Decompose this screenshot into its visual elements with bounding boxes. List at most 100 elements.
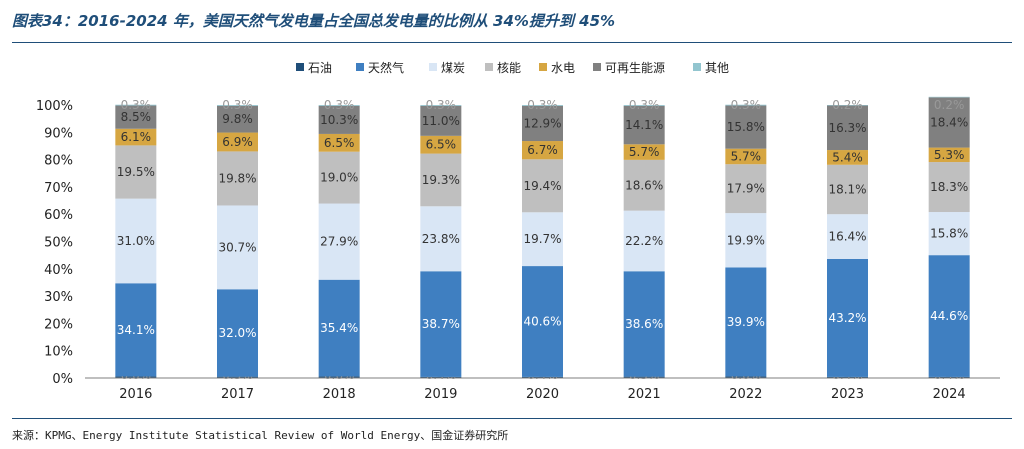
data-label-2017-series-6: 0.3%: [222, 98, 253, 112]
bar-2024-series-6: [928, 96, 970, 98]
data-label-2024-series-5: 18.4%: [930, 115, 968, 129]
data-label-2017-series-2: 30.7%: [218, 240, 256, 254]
data-label-2017-series-4: 6.9%: [222, 135, 253, 149]
stacked-bar-chart: 石油 天然气 煤炭 核能 水电 可再生能源 其他 0% 10% 20% 30% 40% 50% 60% 7…: [36, 60, 1000, 402]
bar-2022-series-1: [725, 267, 767, 377]
data-label-2022-series-5: 15.8%: [727, 120, 765, 134]
bar-2024-series-5: [928, 97, 970, 148]
bar-2022-series-2: [725, 213, 767, 268]
data-label-2017-series-5: 9.8%: [222, 112, 253, 126]
bar-2016-series-3: [115, 145, 157, 199]
plot-area: 0.6%34.1%31.0%19.5%6.1%8.5%0.3%0.5%32.0%…: [115, 96, 970, 382]
bar-2023-series-1: [827, 258, 868, 377]
data-label-2019-series-2: 23.8%: [422, 232, 460, 246]
bar-2021-series-4: [623, 144, 665, 160]
bar-2024-series-3: [928, 162, 970, 213]
data-label-2022-series-4: 5.7%: [731, 149, 762, 163]
x-tick-label-2018: 2018: [323, 387, 356, 402]
data-label-2016-series-1: 34.1%: [117, 323, 155, 337]
bar-2020-series-0: [522, 376, 563, 378]
data-label-2023-series-5: 16.3%: [828, 121, 866, 135]
bar-2019-series-6: [420, 105, 462, 106]
x-tick-label-2017: 2017: [221, 387, 254, 402]
data-label-2021-series-6: 0.3%: [629, 98, 660, 112]
data-label-2020-series-5: 12.9%: [523, 116, 561, 130]
data-label-2016-series-3: 19.5%: [117, 165, 155, 179]
bar-2023-series-6: [827, 105, 868, 106]
data-label-2016-series-5: 8.5%: [121, 110, 152, 124]
data-label-2020-series-3: 19.4%: [523, 179, 561, 193]
bar-2024-series-2: [928, 212, 970, 256]
bar-2018-series-1: [318, 279, 360, 377]
data-label-2018-series-6: 0.3%: [324, 98, 355, 112]
bar-2023-series-0: [827, 376, 868, 378]
bar-2024-series-1: [928, 255, 970, 377]
y-tick-label-10: 100%: [36, 99, 73, 114]
bar-2020-series-2: [522, 212, 563, 267]
bar-2021-series-1: [623, 271, 665, 377]
data-label-2022-series-6: 0.3%: [731, 98, 762, 112]
legend-swatch-3: [485, 63, 493, 71]
y-tick-label-1: 10%: [44, 345, 73, 360]
legend-swatch-5: [593, 63, 601, 71]
data-label-2019-series-1: 38.7%: [422, 317, 460, 331]
y-axis: 0% 10% 20% 30% 40% 50% 60% 70% 80% 90% 100%: [36, 99, 73, 387]
bar-2023-series-2: [827, 214, 868, 259]
bar-2019-series-4: [420, 135, 462, 154]
data-label-2018-series-5: 10.3%: [320, 113, 358, 127]
y-tick-label-6: 60%: [44, 208, 73, 223]
legend-label-2: 煤炭: [441, 61, 465, 75]
data-label-2020-series-2: 19.7%: [523, 232, 561, 246]
bar-2016-series-6: [115, 104, 157, 106]
bar-2018-series-4: [318, 133, 360, 152]
bar-2023-series-3: [827, 164, 868, 215]
bar-2020-series-6: [522, 105, 563, 106]
source-note: 来源：KPMG、Energy Institute Statistical Rev…: [12, 429, 509, 442]
bar-2019-series-5: [420, 105, 462, 136]
bar-2022-series-5: [725, 105, 767, 149]
bar-2019-series-2: [420, 206, 462, 272]
data-label-2021-series-2: 22.2%: [625, 234, 663, 248]
data-label-2019-series-4: 6.5%: [426, 138, 457, 152]
bar-2017-series-0: [217, 376, 258, 378]
data-label-2019-series-6: 0.3%: [426, 98, 457, 112]
legend-label-0: 石油: [308, 61, 332, 75]
x-tick-label-2019: 2019: [424, 387, 457, 402]
x-tick-label-2021: 2021: [628, 387, 661, 402]
y-tick-label-8: 80%: [44, 154, 73, 169]
bar-2020-series-3: [522, 159, 563, 213]
bar-2018-series-2: [318, 203, 360, 280]
data-label-2024-series-3: 18.3%: [930, 180, 968, 194]
bar-2016-series-0: [115, 376, 157, 378]
bar-2018-series-0: [318, 376, 360, 378]
bar-2018-series-5: [318, 105, 360, 134]
data-label-2023-series-6: 0.2%: [832, 98, 863, 112]
x-tick-label-2024: 2024: [933, 387, 966, 402]
data-label-2024-series-1: 44.6%: [930, 309, 968, 323]
bar-2020-series-5: [522, 105, 563, 142]
legend-label-4: 水电: [551, 61, 575, 75]
data-label-2017-series-3: 19.8%: [218, 171, 256, 185]
data-label-2022-series-3: 17.9%: [727, 182, 765, 196]
bar-2022-series-4: [725, 148, 767, 165]
data-label-2019-series-5: 11.0%: [422, 114, 460, 128]
data-label-2018-series-4: 6.5%: [324, 136, 355, 150]
bar-2019-series-1: [420, 271, 462, 377]
data-label-2016-series-6: 0.3%: [121, 98, 152, 112]
data-label-2016-series-4: 6.1%: [121, 130, 152, 144]
y-tick-label-7: 70%: [44, 181, 73, 196]
bar-2017-series-3: [217, 151, 258, 206]
bar-2016-series-2: [115, 198, 157, 284]
bar-2017-series-2: [217, 205, 258, 290]
y-tick-label-2: 20%: [44, 317, 73, 332]
data-label-2020-series-4: 6.7%: [527, 143, 558, 157]
bar-2017-series-5: [217, 105, 258, 133]
data-label-2023-series-3: 18.1%: [828, 182, 866, 196]
bar-2017-series-4: [217, 132, 258, 152]
bar-2020-series-4: [522, 141, 563, 160]
bar-2017-series-1: [217, 289, 258, 377]
x-tick-label-2022: 2022: [729, 387, 762, 402]
x-tick-label-2020: 2020: [526, 387, 559, 402]
data-label-2024-series-6: 0.2%: [934, 98, 965, 112]
bar-2024-series-4: [928, 147, 970, 163]
